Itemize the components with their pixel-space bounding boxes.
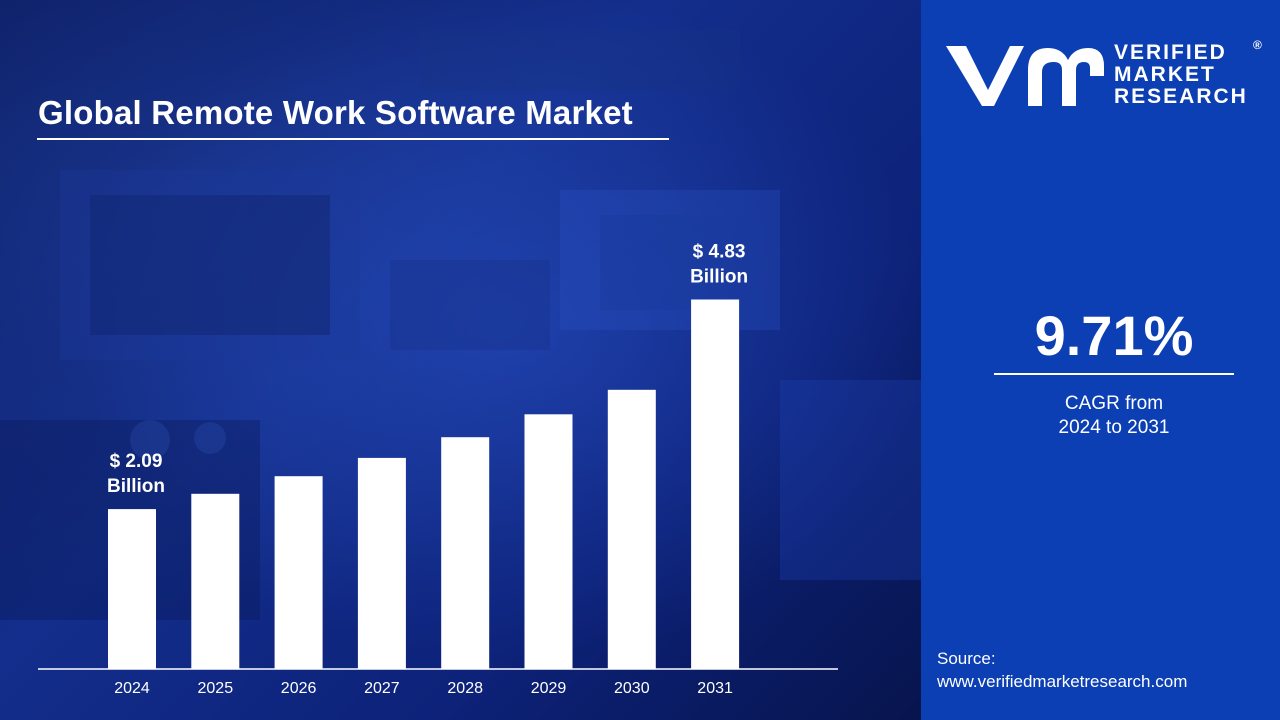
cagr-divider: [994, 373, 1234, 375]
x-tick-label-2025: 2025: [198, 680, 234, 697]
bar-2025: [191, 493, 240, 669]
chart-title: Global Remote Work Software Market: [38, 94, 633, 131]
x-tick-label-2028: 2028: [447, 680, 483, 697]
registered-mark: ®: [1253, 38, 1262, 52]
data-label-2031-line1: $ 4.83: [693, 242, 746, 263]
bar-2029: [524, 414, 573, 669]
source-url: www.verifiedmarketresearch.com: [937, 672, 1188, 691]
source-label: Source:: [937, 649, 996, 668]
x-tick-label-2026: 2026: [281, 680, 317, 697]
data-label-2024-line1: $ 2.09: [110, 451, 163, 472]
x-tick-label-2029: 2029: [531, 680, 567, 697]
x-tick-label-2027: 2027: [364, 680, 400, 697]
title-underline: [37, 138, 669, 140]
cagr-value: 9.71%: [1034, 304, 1194, 367]
x-tick-labels: 2024 2025 2026 2027 2028 2029 2030 2031: [114, 680, 733, 697]
source-note: Source: www.verifiedmarketresearch.com: [937, 647, 1187, 693]
bar-2030: [607, 389, 656, 669]
x-tick-label-2031: 2031: [697, 680, 733, 697]
company-logo: VERIFIED MARKET RESEARCH ®: [944, 38, 1264, 112]
vmr-logo-icon: [946, 46, 1104, 106]
bar-2026: [274, 476, 323, 669]
bar-2028: [441, 437, 490, 669]
info-panel: [921, 0, 1280, 720]
data-label-2024-line2: Billion: [107, 476, 165, 497]
bar-chart: 2024 2025 2026 2027 2028 2029 2030 2031 $ 2.09 B…: [38, 242, 838, 697]
bars: [108, 299, 740, 669]
x-tick-label-2030: 2030: [614, 680, 650, 697]
cagr-label: CAGR from 2024 to 2031: [1058, 393, 1170, 438]
data-label-2031-line2: Billion: [690, 267, 748, 288]
bar-2027: [357, 457, 406, 669]
data-labels: $ 2.09 Billion $ 4.83 Billion: [107, 242, 748, 498]
bar-2031: [691, 299, 740, 669]
x-tick-label-2024: 2024: [114, 680, 150, 697]
logo-text: VERIFIED MARKET RESEARCH: [1114, 41, 1248, 108]
bar-2024: [108, 509, 156, 669]
circuit-board-decoration: [60, 170, 921, 580]
